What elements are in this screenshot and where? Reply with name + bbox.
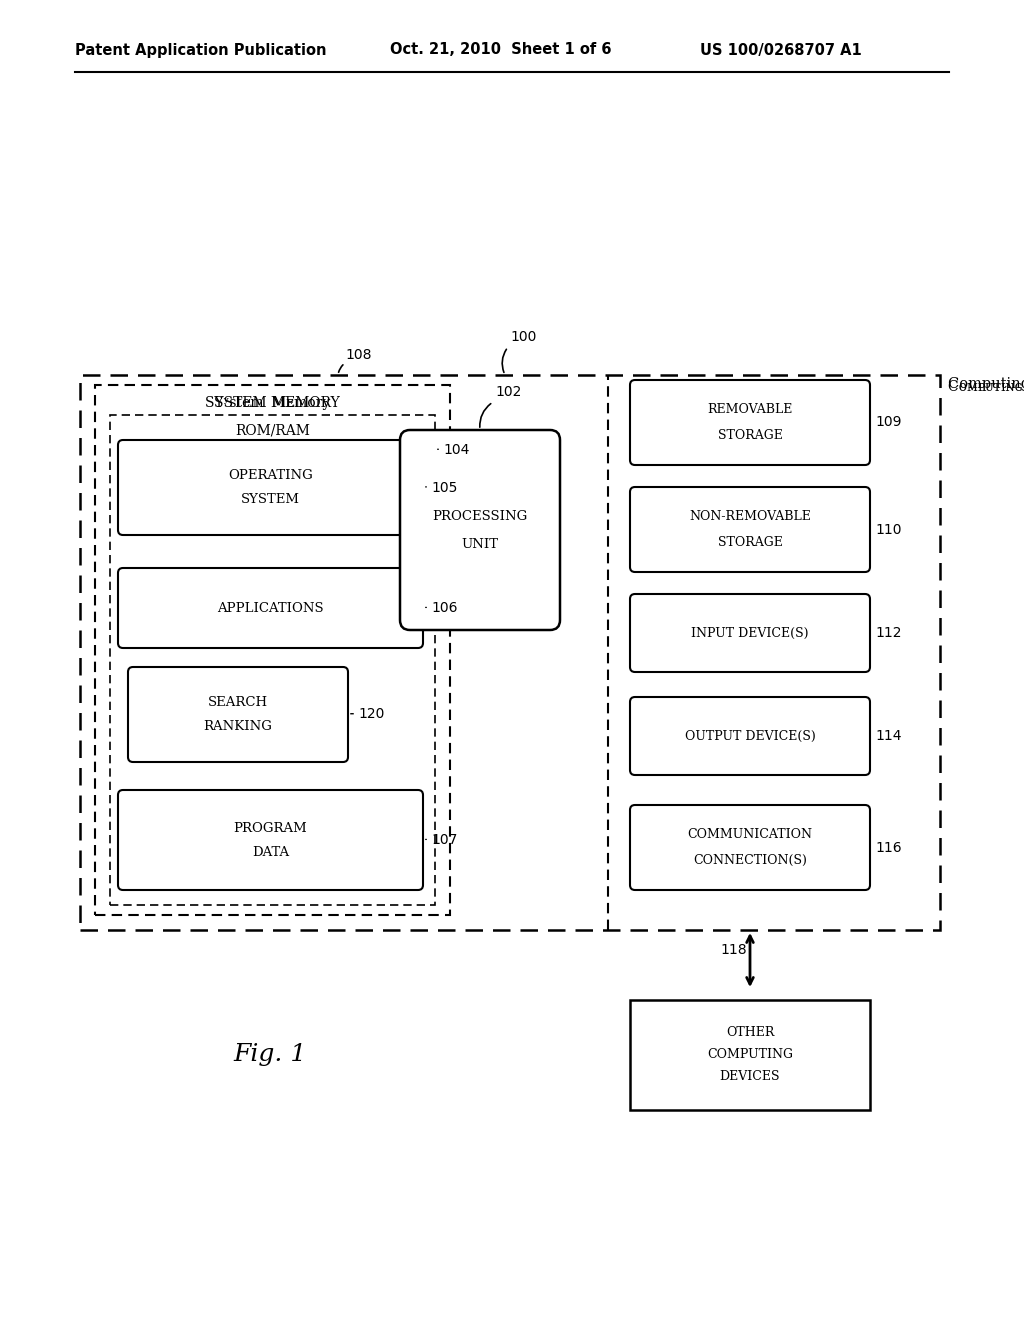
Text: 107: 107 xyxy=(431,833,458,847)
FancyBboxPatch shape xyxy=(118,440,423,535)
Text: SEARCH: SEARCH xyxy=(208,696,268,709)
Bar xyxy=(630,1001,870,1110)
Text: DEVICES: DEVICES xyxy=(720,1071,780,1084)
Text: OTHER: OTHER xyxy=(726,1027,774,1040)
Text: ROM/RAM: ROM/RAM xyxy=(236,422,310,437)
Text: 106: 106 xyxy=(431,601,458,615)
Text: 118: 118 xyxy=(720,942,746,957)
Text: UNIT: UNIT xyxy=(462,537,499,550)
Text: Oct. 21, 2010  Sheet 1 of 6: Oct. 21, 2010 Sheet 1 of 6 xyxy=(390,42,611,58)
FancyBboxPatch shape xyxy=(118,789,423,890)
Text: CONNECTION(S): CONNECTION(S) xyxy=(693,854,807,867)
Text: NON-REMOVABLE: NON-REMOVABLE xyxy=(689,510,811,523)
Text: SYSTEM MEMORY: SYSTEM MEMORY xyxy=(205,396,340,411)
Text: 104: 104 xyxy=(443,444,469,457)
Text: SYSTEM: SYSTEM xyxy=(241,492,300,506)
Text: 105: 105 xyxy=(431,480,458,495)
Bar xyxy=(110,414,435,906)
Text: COMPUTING: COMPUTING xyxy=(707,1048,793,1061)
Text: Patent Application Publication: Patent Application Publication xyxy=(75,42,327,58)
Text: STORAGE: STORAGE xyxy=(718,429,782,442)
Text: OPERATING: OPERATING xyxy=(228,469,313,482)
Text: 110: 110 xyxy=(874,523,901,536)
Bar xyxy=(95,385,450,915)
FancyBboxPatch shape xyxy=(400,430,560,630)
Text: 114: 114 xyxy=(874,729,901,743)
Text: 102: 102 xyxy=(495,385,521,399)
Text: Sʸstem  Mᴇmory: Sʸstem Mᴇmory xyxy=(214,396,331,411)
FancyBboxPatch shape xyxy=(630,594,870,672)
FancyBboxPatch shape xyxy=(118,568,423,648)
FancyBboxPatch shape xyxy=(128,667,348,762)
Text: 100: 100 xyxy=(510,330,537,345)
Text: 116: 116 xyxy=(874,841,901,854)
Text: 109: 109 xyxy=(874,416,901,429)
Text: APPLICATIONS: APPLICATIONS xyxy=(217,602,324,615)
Text: RANKING: RANKING xyxy=(204,719,272,733)
Text: PROGRAM: PROGRAM xyxy=(233,821,307,834)
Text: 108: 108 xyxy=(345,348,372,362)
Text: 120: 120 xyxy=(358,708,384,722)
Text: 112: 112 xyxy=(874,626,901,640)
Text: PROCESSING: PROCESSING xyxy=(432,510,527,523)
FancyBboxPatch shape xyxy=(630,380,870,465)
Text: REMOVABLE: REMOVABLE xyxy=(708,403,793,416)
Text: COMMUNICATION: COMMUNICATION xyxy=(687,828,812,841)
Text: OUTPUT DEVICE(S): OUTPUT DEVICE(S) xyxy=(685,730,815,742)
Text: Cᴏᴍᴘᴜᴛɪɴɢ  Dᴇᴠɪᴄᴇ: Cᴏᴍᴘᴜᴛɪɴɢ Dᴇᴠɪᴄᴇ xyxy=(948,380,1024,393)
Text: Computing Device: Computing Device xyxy=(948,378,1024,391)
Text: Fig. 1: Fig. 1 xyxy=(233,1044,306,1067)
Text: DATA: DATA xyxy=(252,846,289,858)
Text: STORAGE: STORAGE xyxy=(718,536,782,549)
Bar xyxy=(80,375,940,931)
Text: US 100/0268707 A1: US 100/0268707 A1 xyxy=(700,42,862,58)
Text: INPUT DEVICE(S): INPUT DEVICE(S) xyxy=(691,627,809,639)
FancyBboxPatch shape xyxy=(630,697,870,775)
FancyBboxPatch shape xyxy=(630,805,870,890)
FancyBboxPatch shape xyxy=(630,487,870,572)
